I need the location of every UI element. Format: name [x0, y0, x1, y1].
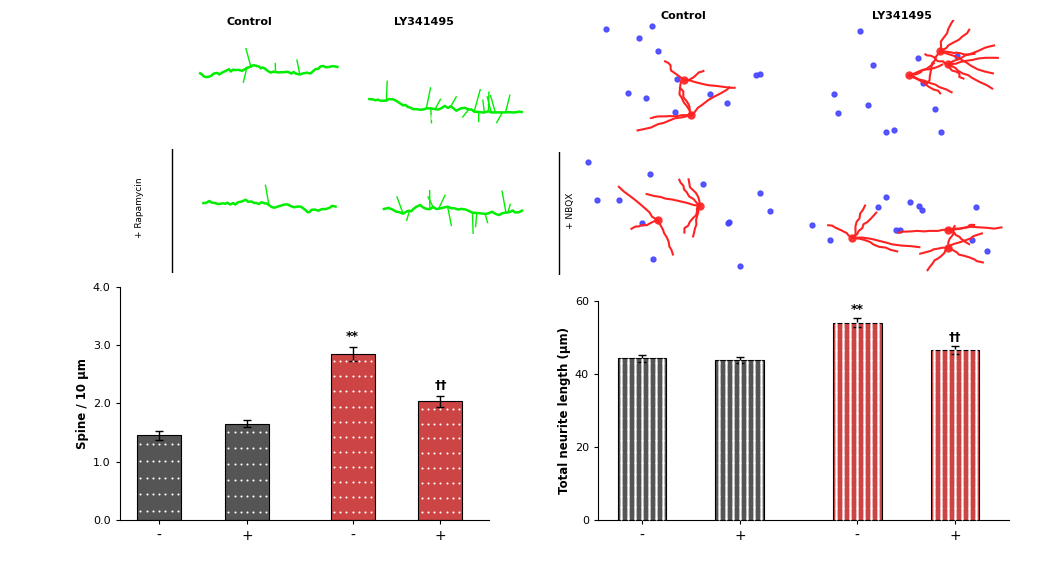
Bar [833, 323, 882, 520]
Text: ††: †† [435, 379, 447, 392]
Text: **: ** [851, 303, 863, 316]
Text: 10 μm: 10 μm [419, 114, 442, 120]
Bar [331, 353, 374, 520]
Text: LY341495: LY341495 [873, 11, 932, 21]
Text: **: ** [346, 329, 359, 343]
Y-axis label: Spine / 10 μm: Spine / 10 μm [76, 358, 88, 448]
Y-axis label: Total neurite length (μm): Total neurite length (μm) [557, 327, 571, 494]
Text: 50 μm: 50 μm [631, 117, 655, 124]
Bar [716, 360, 764, 520]
Text: + Rapamycin: + Rapamycin [135, 178, 145, 238]
Bar [931, 350, 980, 520]
Bar [225, 424, 269, 520]
Text: ††: †† [948, 331, 961, 344]
Bar [137, 436, 181, 520]
Text: LY341495: LY341495 [394, 17, 453, 26]
Bar [418, 401, 463, 520]
Text: Control: Control [227, 17, 272, 26]
Bar [618, 359, 667, 520]
Text: + NBQX: + NBQX [567, 193, 575, 229]
Text: Control: Control [660, 11, 706, 21]
